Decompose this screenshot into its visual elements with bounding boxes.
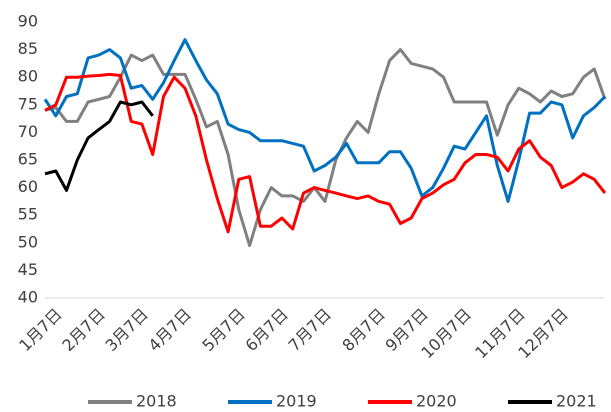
series-line — [43, 38, 607, 203]
y-tick-label: 90 — [18, 12, 38, 31]
y-tick-label: 40 — [18, 288, 38, 307]
x-tick-label: 6月7日 — [241, 305, 291, 355]
legend-label: 2018 — [136, 392, 177, 411]
y-tick-label: 70 — [18, 122, 38, 141]
x-tick-label: 3月7日 — [101, 305, 151, 355]
y-tick-label: 60 — [18, 177, 38, 196]
series-line — [44, 100, 154, 192]
y-tick-label: 55 — [18, 205, 38, 224]
x-tick-label: 2月7日 — [58, 305, 108, 355]
x-tick-label: 5月7日 — [198, 305, 248, 355]
y-tick-label: 75 — [18, 94, 38, 113]
y-tick-label: 45 — [18, 260, 38, 279]
y-tick-label: 65 — [18, 150, 38, 169]
y-tick-label: 80 — [18, 67, 38, 86]
y-tick-label: 50 — [18, 232, 38, 251]
legend-label: 2019 — [276, 392, 317, 411]
x-tick-label: 1月7日 — [15, 305, 65, 355]
x-tick-label: 4月7日 — [145, 305, 195, 355]
x-tick-label: 7月7日 — [285, 305, 335, 355]
legend-label: 2020 — [416, 392, 457, 411]
series-line — [44, 72, 607, 234]
series-line — [44, 48, 607, 248]
legend-label: 2021 — [556, 392, 597, 411]
x-tick-label: 8月7日 — [338, 305, 388, 355]
y-tick-label: 85 — [18, 39, 38, 58]
